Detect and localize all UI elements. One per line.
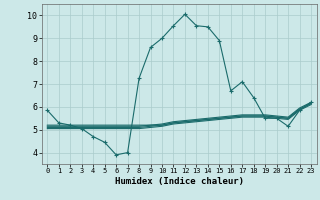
X-axis label: Humidex (Indice chaleur): Humidex (Indice chaleur)	[115, 177, 244, 186]
